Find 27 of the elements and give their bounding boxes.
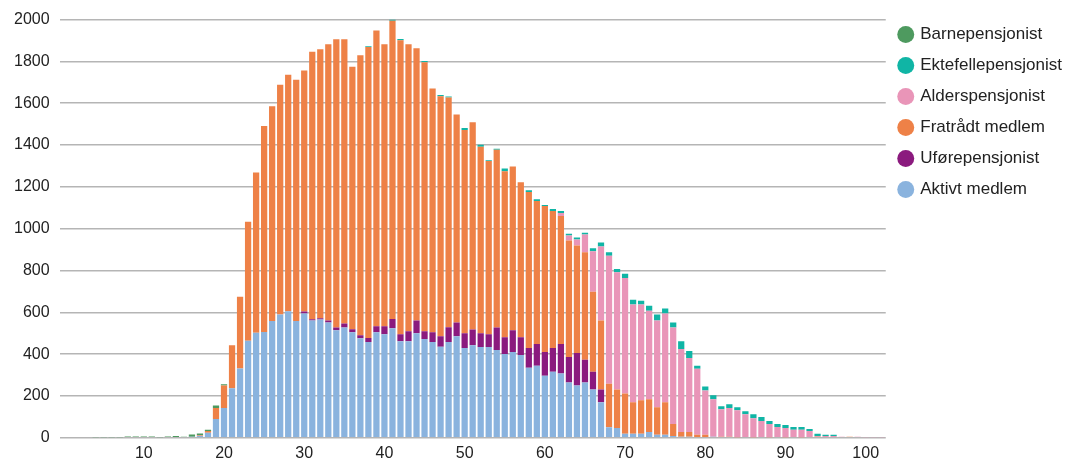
legend-label: Alderspensjonist bbox=[920, 86, 1046, 106]
x-tick-label: 70 bbox=[616, 443, 635, 461]
x-tick-label: 90 bbox=[776, 443, 795, 461]
x-tick-label: 10 bbox=[134, 443, 153, 461]
legend-label: Fratrådt medlem bbox=[920, 117, 1045, 137]
y-tick-label: 400 bbox=[22, 344, 50, 362]
legend-label: Uførepensjonist bbox=[920, 148, 1040, 168]
y-tick-label: 2000 bbox=[14, 10, 50, 28]
legend-label: Aktivt medlem bbox=[920, 179, 1027, 199]
y-tick-label: 600 bbox=[22, 302, 50, 320]
y-tick-label: 1800 bbox=[14, 51, 50, 69]
y-tick-label: 1400 bbox=[14, 135, 50, 153]
legend-label: Barnepensjonist bbox=[920, 24, 1043, 44]
x-tick-label: 50 bbox=[455, 443, 474, 461]
x-tick-label: 30 bbox=[295, 443, 314, 461]
legend-label: Ektefellepensjonist bbox=[920, 55, 1063, 75]
x-tick-label: 20 bbox=[215, 443, 234, 461]
y-tick-label: 800 bbox=[22, 260, 50, 278]
x-tick-label: 100 bbox=[852, 443, 880, 461]
y-tick-label: 1000 bbox=[14, 219, 50, 237]
y-tick-label: 0 bbox=[40, 428, 50, 446]
x-tick-label: 80 bbox=[696, 443, 715, 461]
y-tick-label: 1200 bbox=[14, 177, 50, 195]
y-tick-label: 200 bbox=[22, 386, 50, 404]
x-tick-label: 40 bbox=[375, 443, 394, 461]
x-tick-label: 60 bbox=[535, 443, 554, 461]
y-tick-label: 1600 bbox=[14, 93, 50, 111]
